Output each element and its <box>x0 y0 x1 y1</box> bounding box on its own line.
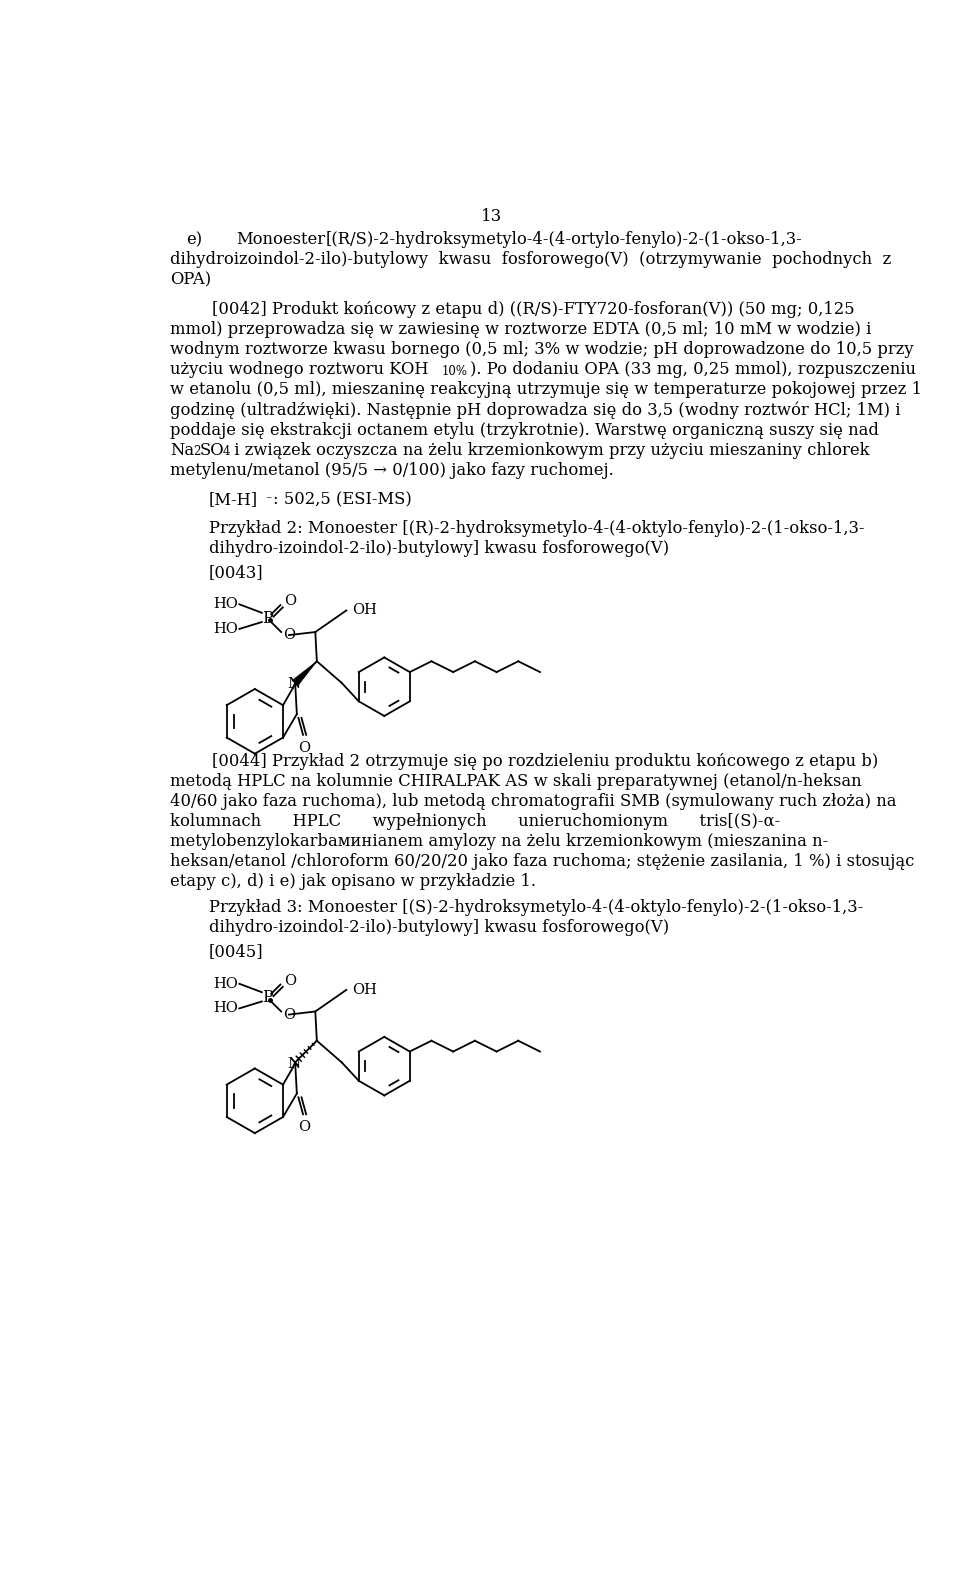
Text: w etanolu (0,5 ml), mieszaninę reakcyjną utrzymuje się w temperaturze pokojowej : w etanolu (0,5 ml), mieszaninę reakcyjną… <box>170 381 923 398</box>
Text: mmol) przeprowadza się w zawiesinę w roztworze EDTA (0,5 ml; 10 mM w wodzie) i: mmol) przeprowadza się w zawiesinę w roz… <box>170 322 872 338</box>
Text: : 502,5 (ESI-MS): : 502,5 (ESI-MS) <box>273 491 412 508</box>
Text: 13: 13 <box>481 209 503 225</box>
Text: Monoester: Monoester <box>236 231 325 249</box>
Text: [0042] Produkt końcowy z etapu d) ((R/S)-FTY720-fosforan(V)) (50 mg; 0,125: [0042] Produkt końcowy z etapu d) ((R/S)… <box>170 301 855 319</box>
Text: e): e) <box>186 231 202 249</box>
Polygon shape <box>292 662 317 685</box>
Text: kolumnach      HPLC      wypełnionych      unieruchomionym      tris[(S)-α-: kolumnach HPLC wypełnionych unieruchomio… <box>170 813 780 830</box>
Text: OPA): OPA) <box>170 271 211 289</box>
Text: HO: HO <box>213 598 238 612</box>
Text: [0043]: [0043] <box>209 564 264 580</box>
Text: [0044] Przykład 2 otrzymuje się po rozdzieleniu produktu końcowego z etapu b): [0044] Przykład 2 otrzymuje się po rozdz… <box>170 752 878 770</box>
Text: godzinę (ultradźwięki). Następnie pH doprowadza się do 3,5 (wodny roztwór HCl; 1: godzinę (ultradźwięki). Następnie pH dop… <box>170 402 900 419</box>
Text: 2: 2 <box>194 445 201 459</box>
Text: dihydro-izoindol-2-ilo)-butylowy] kwasu fosforowego(V): dihydro-izoindol-2-ilo)-butylowy] kwasu … <box>209 920 669 936</box>
Text: Przykład 2: Monoester [(R)-2-hydroksymetylo-4-(4-oktylo-fenylo)-2-(1-okso-1,3-: Przykład 2: Monoester [(R)-2-hydroksymet… <box>209 520 865 537</box>
Text: metodą HPLC na kolumnie CHIRALPAK AS w skali preparatywnej (etanol/n-heksan: metodą HPLC na kolumnie CHIRALPAK AS w s… <box>170 773 862 791</box>
Text: [M-H]: [M-H] <box>209 491 258 508</box>
Text: dihydroizoindol-2-ilo)-butylowy  kwasu  fosforowego(V)  (otrzymywanie  pochodnyc: dihydroizoindol-2-ilo)-butylowy kwasu fo… <box>170 252 892 268</box>
Text: dihydro-izoindol-2-ilo)-butylowy] kwasu fosforowego(V): dihydro-izoindol-2-ilo)-butylowy] kwasu … <box>209 540 669 556</box>
Text: O: O <box>299 741 311 756</box>
Text: [0045]: [0045] <box>209 944 264 960</box>
Text: heksan/etanol /chloroform 60/20/20 jako faza ruchoma; stężenie zasilania, 1 %) i: heksan/etanol /chloroform 60/20/20 jako … <box>170 853 915 870</box>
Text: HO: HO <box>213 977 238 991</box>
Text: Na: Na <box>170 442 195 459</box>
Text: 4: 4 <box>223 445 230 459</box>
Text: ⁻: ⁻ <box>265 494 272 507</box>
Text: P: P <box>262 609 273 626</box>
Text: O: O <box>284 595 297 609</box>
Text: HO: HO <box>213 1001 238 1015</box>
Text: O: O <box>283 1007 295 1022</box>
Text: SO: SO <box>200 442 225 459</box>
Text: metylobenzylokarbaминianem amylozy na żelu krzemionkowym (mieszanina n-: metylobenzylokarbaминianem amylozy na że… <box>170 834 828 850</box>
Text: N: N <box>287 677 300 692</box>
Text: O: O <box>299 1121 311 1135</box>
Text: N: N <box>287 1057 300 1071</box>
Text: OH: OH <box>352 604 377 617</box>
Text: metylenu/metanol (95/5 → 0/100) jako fazy ruchomej.: metylenu/metanol (95/5 → 0/100) jako faz… <box>170 462 614 478</box>
Text: i związek oczyszcza na żelu krzemionkowym przy użyciu mieszaniny chlorek: i związek oczyszcza na żelu krzemionkowy… <box>229 442 870 459</box>
Text: O: O <box>284 974 297 988</box>
Text: O: O <box>283 628 295 642</box>
Text: Przykład 3: Monoester [(S)-2-hydroksymetylo-4-(4-oktylo-fenylo)-2-(1-okso-1,3-: Przykład 3: Monoester [(S)-2-hydroksymet… <box>209 899 863 917</box>
Text: HO: HO <box>213 622 238 636</box>
Text: poddaje się ekstrakcji octanem etylu (trzykrotnie). Warstwę organiczną suszy się: poddaje się ekstrakcji octanem etylu (tr… <box>170 421 879 438</box>
Text: 40/60 jako faza ruchoma), lub metodą chromatografii SMB (symulowany ruch złoża) : 40/60 jako faza ruchoma), lub metodą chr… <box>170 792 897 810</box>
Text: użyciu wodnego roztworu KOH: użyciu wodnego roztworu KOH <box>170 362 429 378</box>
Text: ). Po dodaniu OPA (33 mg, 0,25 mmol), rozpuszczeniu: ). Po dodaniu OPA (33 mg, 0,25 mmol), ro… <box>470 362 916 378</box>
Text: etapy c), d) i e) jak opisano w przykładzie 1.: etapy c), d) i e) jak opisano w przykład… <box>170 874 537 889</box>
Text: 10%: 10% <box>442 365 468 378</box>
Text: P: P <box>262 990 273 1006</box>
Text: OH: OH <box>352 983 377 996</box>
Text: wodnym roztworze kwasu bornego (0,5 ml; 3% w wodzie; pH doprowadzone do 10,5 prz: wodnym roztworze kwasu bornego (0,5 ml; … <box>170 341 914 359</box>
Text: [(R/S)-2-hydroksymetylo-4-(4-ortylo-fenylo)-2-(1-okso-1,3-: [(R/S)-2-hydroksymetylo-4-(4-ortylo-feny… <box>325 231 803 249</box>
